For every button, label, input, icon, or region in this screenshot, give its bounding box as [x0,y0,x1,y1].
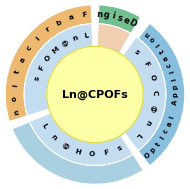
Text: n: n [72,35,79,42]
Wedge shape [98,5,141,33]
Text: r: r [44,26,51,33]
Wedge shape [29,113,133,165]
Text: F: F [81,12,87,18]
Text: A: A [172,99,178,105]
Text: i: i [35,35,41,41]
Text: o: o [12,96,18,101]
Text: L: L [84,32,89,39]
Text: l: l [171,77,177,81]
Text: n: n [97,10,103,19]
Text: O: O [44,54,52,63]
Text: D: D [127,18,137,29]
Text: F: F [104,149,110,156]
Text: C: C [151,90,158,96]
Wedge shape [97,24,131,53]
Text: i: i [155,42,161,47]
Text: M: M [51,45,60,54]
Text: s: s [133,48,140,56]
Text: s: s [34,76,41,81]
Text: i: i [111,12,116,21]
Text: @: @ [60,39,69,48]
Text: n: n [144,30,151,37]
Text: L: L [41,122,48,129]
Text: a: a [166,121,173,128]
Text: l: l [169,115,175,119]
Wedge shape [123,37,166,151]
Text: O: O [143,151,152,160]
Text: L: L [135,131,142,139]
Circle shape [47,46,143,143]
Text: b: b [55,19,63,27]
Wedge shape [12,122,143,184]
Text: g: g [103,10,110,20]
Text: i: i [159,136,166,141]
Text: n: n [13,108,20,115]
Text: i: i [169,70,175,74]
Text: i: i [12,84,18,87]
Text: O: O [148,74,156,82]
Wedge shape [24,24,93,116]
Text: p: p [172,92,178,97]
Text: t: t [159,48,166,54]
Text: @: @ [149,104,157,112]
Text: a: a [68,14,74,21]
Text: e: e [122,15,131,26]
Text: a: a [19,56,26,63]
Text: s: s [116,13,124,23]
Wedge shape [5,5,92,122]
Text: p: p [172,84,178,89]
Text: s: s [117,145,124,152]
Text: c: c [163,128,170,135]
Text: t: t [14,70,21,75]
Text: a: a [163,54,170,61]
Text: F: F [142,60,150,67]
Text: o: o [149,35,157,43]
Text: c: c [166,62,173,67]
Text: t: t [155,141,161,147]
Wedge shape [138,23,185,166]
Text: c: c [25,45,33,52]
Text: Ln@CPOFs: Ln@CPOFs [62,89,128,100]
Text: @: @ [60,141,70,150]
Text: n: n [50,133,57,141]
Text: F: F [38,64,45,71]
Text: p: p [149,146,157,154]
Text: n: n [144,119,151,126]
Text: H: H [74,148,82,155]
Text: O: O [89,151,95,157]
